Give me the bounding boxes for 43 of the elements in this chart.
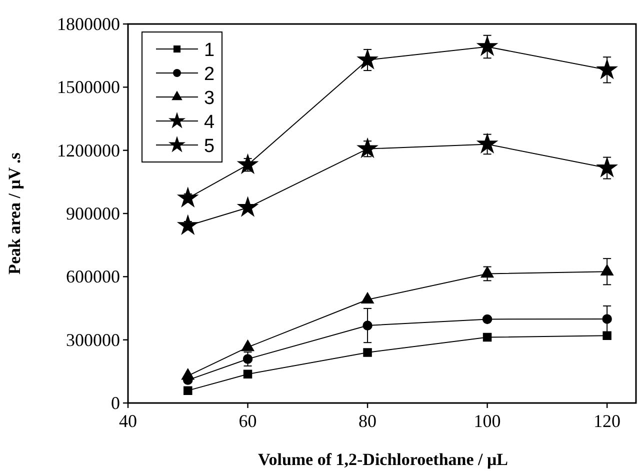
x-tick-label: 100 xyxy=(474,411,501,431)
point xyxy=(602,331,612,340)
point xyxy=(361,292,374,304)
x-axis-title: Volume of 1,2-Dichloroethane / μL xyxy=(258,450,508,469)
x-tick-label: 80 xyxy=(358,411,377,431)
point xyxy=(597,158,617,177)
y-tick-label: 1500000 xyxy=(57,77,120,98)
legend-label: 5 xyxy=(204,136,215,157)
y-tick-label: 1800000 xyxy=(57,14,120,34)
point xyxy=(241,340,254,352)
point xyxy=(178,188,198,207)
y-tick-label: 900000 xyxy=(66,204,120,224)
point xyxy=(363,348,372,357)
y-tick-label: 1200000 xyxy=(57,140,120,160)
legend-label: 1 xyxy=(204,40,215,61)
point xyxy=(482,314,492,324)
legend-label: 4 xyxy=(204,112,215,133)
y-tick-label: 300000 xyxy=(66,330,120,350)
point xyxy=(602,314,612,324)
point xyxy=(358,138,378,158)
point xyxy=(238,154,258,174)
point xyxy=(178,215,198,234)
point xyxy=(477,134,498,153)
point xyxy=(597,60,617,78)
point xyxy=(242,354,253,364)
x-tick-label: 40 xyxy=(119,411,137,431)
y-tick-label: 600000 xyxy=(66,266,120,287)
x-tick-label: 120 xyxy=(594,411,621,431)
point xyxy=(600,264,614,276)
point xyxy=(238,197,258,216)
point xyxy=(243,370,252,379)
y-axis-title: Peak area / μV .s xyxy=(5,152,24,274)
point xyxy=(482,332,492,342)
point xyxy=(181,368,194,380)
legend-label: 2 xyxy=(204,64,215,85)
y-tick-label: 0 xyxy=(111,393,120,413)
point xyxy=(184,386,192,395)
point xyxy=(477,36,498,56)
legend-label: 3 xyxy=(204,88,215,109)
point xyxy=(480,266,494,278)
point xyxy=(358,50,378,69)
point xyxy=(362,320,372,330)
x-tick-label: 60 xyxy=(238,411,257,431)
